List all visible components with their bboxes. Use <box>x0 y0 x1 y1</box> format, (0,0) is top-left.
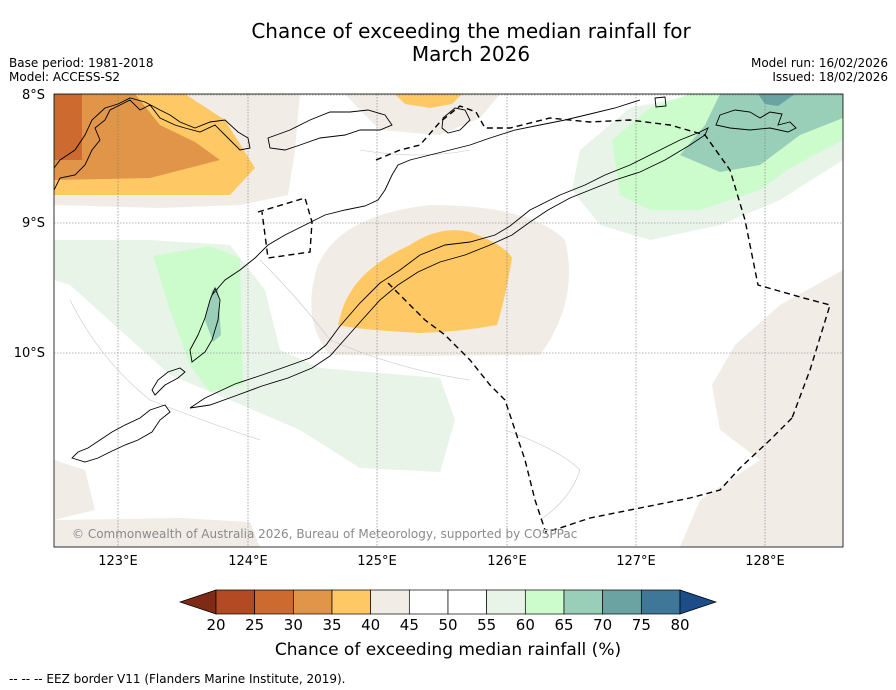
zone-40-45-top-center <box>345 94 500 135</box>
zone-40-45-bottom-left <box>54 460 95 520</box>
colorbar-segment <box>215 589 256 615</box>
zone-70-75-top-right <box>758 94 795 106</box>
colorbar-segment <box>524 589 565 615</box>
lon-label-125e: 125°E <box>357 554 397 569</box>
coast-sumba <box>71 404 171 463</box>
colorbar-segment <box>292 589 333 615</box>
colorbar-segment <box>486 589 526 615</box>
map-frame <box>53 93 844 548</box>
meta-right: Model run: 16/02/2026 Issued: 18/02/2026 <box>751 56 888 84</box>
lat-label-9s: 9°S <box>22 216 45 231</box>
colorbar-tick-label: 20 <box>206 616 225 634</box>
eez-border <box>257 105 831 533</box>
zone-40-45-bottom-right <box>680 270 843 547</box>
zone-40-45-bottom-left-2 <box>54 518 260 547</box>
meta-left: Base period: 1981-2018 Model: ACCESS-S2 <box>9 56 154 84</box>
base-period: Base period: 1981-2018 <box>9 56 154 70</box>
colorbar-tick-label: 25 <box>245 616 264 634</box>
colorbar-segment <box>563 589 604 615</box>
colorbar-tick-label: 30 <box>284 616 303 634</box>
colorbar-tick-label: 40 <box>361 616 380 634</box>
coast-timor <box>189 127 709 409</box>
lon-label-127e: 127°E <box>616 554 656 569</box>
contour-line <box>504 429 581 521</box>
gridlines <box>54 94 843 547</box>
colorbar-tick-label: 65 <box>554 616 573 634</box>
coast-kisar <box>715 109 797 133</box>
colorbar-tick-label: 60 <box>516 616 535 634</box>
contour-line <box>69 299 261 441</box>
coastlines <box>54 96 797 463</box>
colorbar-segment <box>640 589 681 615</box>
coast-alor <box>267 109 393 151</box>
colorbar-tick-label: 80 <box>670 616 689 634</box>
eez-border-timor <box>375 105 831 419</box>
lon-label-123e: 123°E <box>98 554 138 569</box>
eez-border-north <box>257 197 313 259</box>
colorbar-under-arrow <box>178 589 217 615</box>
title-line-1: Chance of exceeding the median rainfall … <box>251 19 691 43</box>
colorbar-segment <box>331 589 372 615</box>
zone-60-65-left <box>153 246 243 392</box>
coast-atauro <box>654 96 667 108</box>
zone-30-35-top-left <box>54 94 220 180</box>
colorbar-title: Chance of exceeding median rainfall (%) <box>274 640 622 660</box>
contour-line <box>359 149 471 156</box>
coast-wetar <box>441 107 471 134</box>
colorbar-segment <box>447 589 488 615</box>
colorbar-segment <box>408 589 449 615</box>
colorbar: 20 25 30 35 40 45 50 55 60 65 70 75 80 <box>178 589 718 634</box>
zone-55-60-left <box>54 240 455 472</box>
legend-note: -- -- -- EEZ border V11 (Flanders Marine… <box>9 672 346 686</box>
colorbar-segment <box>602 589 642 615</box>
lon-label-124e: 124°E <box>228 554 268 569</box>
zone-25-30-top-left <box>54 94 82 160</box>
model-name: Model: ACCESS-S2 <box>9 70 121 84</box>
colorbar-tick-label: 55 <box>477 616 496 634</box>
lat-label-10s: 10°S <box>14 346 45 361</box>
copyright-text: © Commonwealth of Australia 2026, Bureau… <box>72 527 577 541</box>
title-line-2: March 2026 <box>411 42 531 66</box>
colorbar-over-arrow <box>679 589 718 615</box>
colorbar-tick-label: 35 <box>322 616 341 634</box>
lon-label-126e: 126°E <box>487 554 527 569</box>
colorbar-tick-label: 50 <box>438 616 457 634</box>
model-run: Model run: 16/02/2026 <box>750 56 888 70</box>
coast-flores <box>54 97 251 191</box>
zone-65-70-top-right <box>680 94 843 172</box>
colorbar-tick-label: 75 <box>632 616 651 634</box>
lat-label-8s: 8°S <box>22 88 45 103</box>
eez-border-south-east <box>544 417 793 533</box>
coast-timor-north <box>211 99 641 296</box>
eez-border-south <box>387 282 546 531</box>
coast-rote <box>151 367 186 396</box>
colorbar-tick-label: 70 <box>593 616 612 634</box>
lon-label-128e: 128°E <box>745 554 785 569</box>
chart-title: Chance of exceeding the median rainfall … <box>0 20 896 66</box>
map-area <box>54 94 843 547</box>
zone-35-40-center <box>338 230 512 333</box>
zone-35-40-top-center <box>395 94 462 108</box>
colorbar-tick-label: 45 <box>400 616 419 634</box>
colorbar-segment <box>370 589 410 615</box>
colorbar-segment <box>254 589 294 615</box>
zone-65-70-left <box>205 288 221 342</box>
issued-date: Issued: 18/02/2026 <box>772 70 888 84</box>
coast-west-timor-tip <box>189 286 221 363</box>
